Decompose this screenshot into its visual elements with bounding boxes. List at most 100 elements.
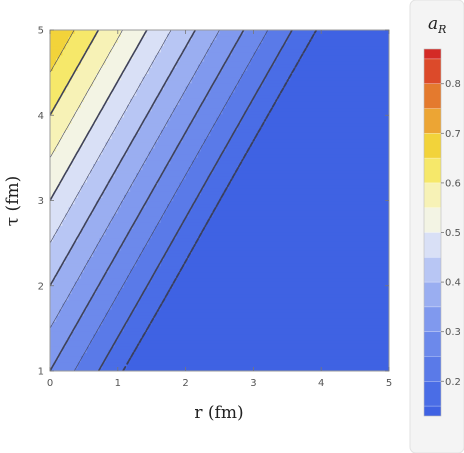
contour-band-cell [50,116,73,121]
contour-band-cell [191,36,218,40]
contour-band-cell [207,92,233,96]
contour-band-cell [148,237,174,242]
contour-band-cell [80,185,107,189]
contour-band-cell [259,129,389,133]
contour-band-cell [50,268,60,273]
contour-band-cell [170,157,196,161]
contour-band-cell [216,33,242,37]
colorbar-tick-label: 0.5 [445,228,461,239]
contour-band-cell [244,154,389,158]
contour-band-cell [102,147,128,152]
contour-band-cell [123,197,150,202]
contour-band-cell [210,42,236,47]
contour-line [97,30,293,371]
contour-band-cell [120,76,144,81]
y-tick-label: 4 [38,111,44,122]
contour-band-cell [164,296,389,301]
contour-band-cell [142,166,165,171]
contour-band-cell [139,299,165,304]
contour-band-cell [62,222,85,226]
contour-band-cell [50,253,70,257]
contour-band-cell [142,333,389,338]
contour-band-cell [102,104,128,109]
contour-band-cell [56,274,82,279]
contour-band-cell [157,222,184,226]
contour-band-cell [93,163,119,167]
contour-band-cell [74,197,100,202]
contour-band-cell [259,126,389,130]
contour-band-cell [133,225,156,229]
contour-band-cell [50,340,67,344]
contour-band-cell [90,45,113,50]
contour-band-cell [50,79,70,84]
contour-band-cell [83,268,110,273]
contour-band-cell [237,126,261,130]
contour-band-cell [50,48,63,53]
contour-band-cell [244,70,270,74]
contour-band-cell [50,212,67,217]
contour-band-cell [53,110,76,115]
contour-band-cell [278,98,389,102]
contour-band-cell [167,206,193,211]
contour-band-cell [50,305,63,310]
contour-band-cell [83,352,110,357]
contour-band-cell [185,85,211,90]
contour-band-cell [56,61,82,65]
contour-band-cell [77,321,103,326]
contour-band-cell [271,107,389,112]
contour-band-cell [284,85,389,90]
contour-band-cell [262,36,288,40]
contour-band-cell [123,70,150,74]
contour-band-cell [185,88,211,93]
contour-band-cell [201,188,227,192]
contour-band-cell [170,30,196,34]
colorbar-band [424,232,441,258]
contour-band-cell [228,185,389,189]
contour-band-cell [207,219,389,223]
contour-band-cell [213,123,239,127]
contour-band-cell [157,51,184,56]
contour-band-cell [50,346,63,350]
contour-band-cell [127,321,153,326]
contour-band-cell [50,45,67,50]
contour-band-cell [96,30,122,34]
contour-band-cell [123,194,150,198]
contour-band-cell [133,51,159,56]
contour-band-cell [185,45,211,50]
contour-band-cell [136,305,162,310]
contour-band-cell [160,302,389,307]
contour-band-cell [154,57,181,62]
contour-band-cell [50,293,70,298]
contour-band-cell [80,188,107,192]
contour-band-cell [213,212,389,217]
contour-band-cell [111,88,137,93]
contour-band-cell [130,101,156,105]
contour-band-cell [96,116,122,121]
contour-band-cell [182,138,205,143]
contour-band-cell [59,352,85,357]
contour-band-cell [262,123,389,127]
contour-band-cell [157,309,389,313]
contour-band-cell [77,147,103,152]
contour-band-cell [96,76,122,81]
contour-band-cell [234,172,389,177]
contour-band-cell [194,200,221,205]
contour-band-cell [50,262,63,267]
contour-band-cell [123,327,150,332]
contour-band-cell [191,79,214,84]
contour-band-cell [157,181,181,186]
contour-band-cell [111,45,137,50]
contour-band-cell [228,138,254,143]
contour-band-cell [296,64,389,68]
contour-band-cell [182,222,208,226]
contour-band-cell [173,194,199,198]
contour-band-cell [86,262,113,267]
contour-band-cell [201,61,227,65]
contour-band-cell [167,203,193,208]
contour-band-cell [250,144,389,149]
contour-band-cell [176,274,389,279]
contour-band-cell [308,42,389,47]
contour-band-cell [173,281,389,285]
contour-band-cell [268,70,295,74]
y-tick-label: 3 [38,196,44,207]
